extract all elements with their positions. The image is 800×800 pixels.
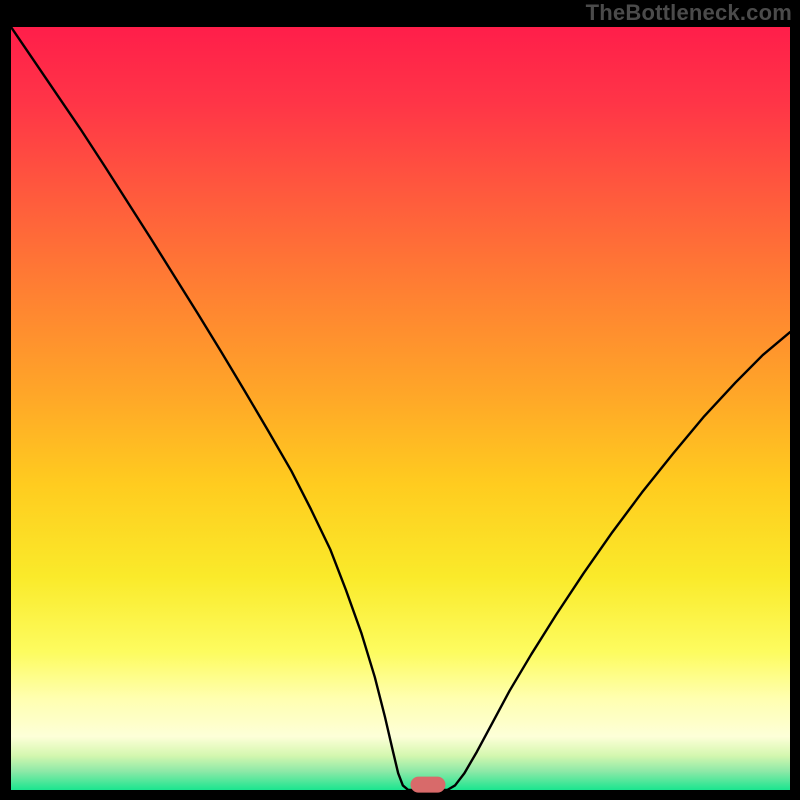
watermark-text: TheBottleneck.com — [586, 0, 792, 26]
optimal-marker — [410, 776, 445, 793]
chart-container: TheBottleneck.com — [0, 0, 800, 800]
bottleneck-curve — [11, 27, 790, 790]
plot-area — [11, 27, 790, 790]
